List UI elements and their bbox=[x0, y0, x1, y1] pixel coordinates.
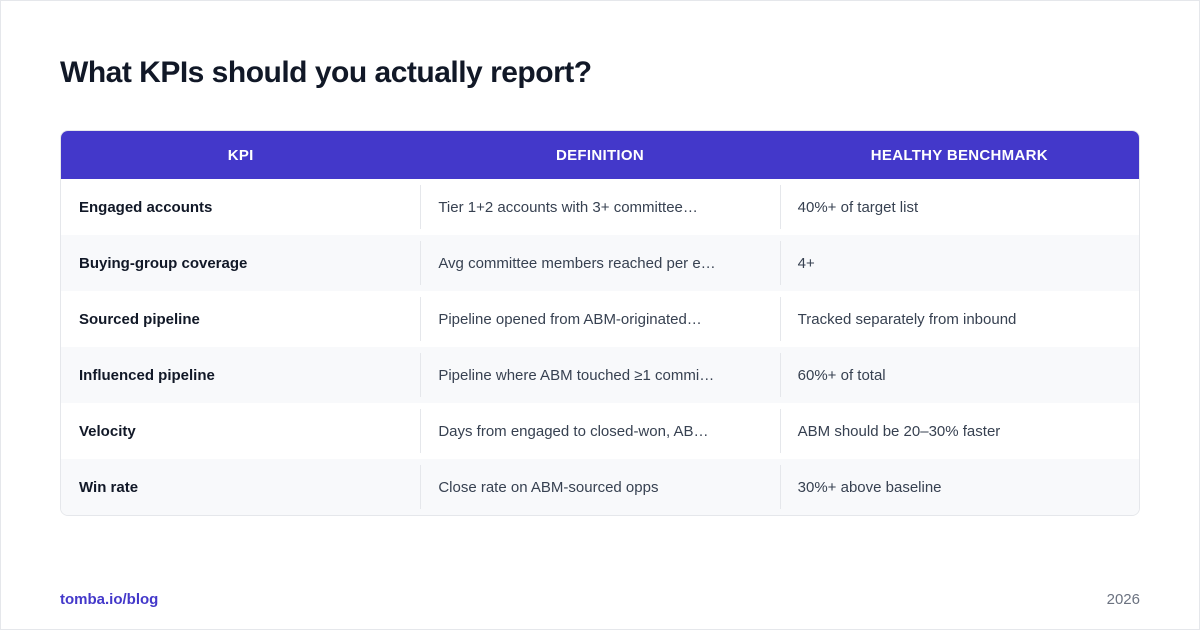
table-row: Influenced pipeline Pipeline where ABM t… bbox=[61, 347, 1139, 403]
table-body: Engaged accounts Tier 1+2 accounts with … bbox=[61, 179, 1139, 515]
benchmark-cell: 40%+ of target list bbox=[779, 179, 1139, 235]
column-header-kpi: KPI bbox=[227, 146, 254, 164]
table-header: KPI DEFINITION HEALTHY BENCHMARK bbox=[61, 131, 1139, 179]
benchmark-cell: Tracked separately from inbound bbox=[779, 291, 1139, 347]
kpi-cell: Win rate bbox=[79, 478, 139, 496]
kpi-cell: Influenced pipeline bbox=[79, 366, 215, 384]
benchmark-cell: 4+ bbox=[779, 235, 1139, 291]
kpi-cell: Buying-group coverage bbox=[79, 254, 248, 272]
kpi-cell: Velocity bbox=[79, 422, 136, 440]
table-row: Buying-group coverage Avg committee memb… bbox=[61, 235, 1139, 291]
page-title: What KPIs should you actually report? bbox=[60, 56, 592, 89]
column-header-definition: DEFINITION bbox=[555, 146, 644, 164]
definition-cell: Avg committee members reached per e… bbox=[420, 235, 779, 291]
table-row: Win rate Close rate on ABM-sourced opps … bbox=[61, 459, 1139, 515]
benchmark-cell: 60%+ of total bbox=[779, 347, 1139, 403]
footer-year: 2026 bbox=[1106, 591, 1140, 608]
table-row: Velocity Days from engaged to closed-won… bbox=[61, 403, 1139, 459]
definition-cell: Days from engaged to closed-won, AB… bbox=[420, 403, 779, 459]
column-header-benchmark: HEALTHY BENCHMARK bbox=[870, 146, 1048, 164]
table-row: Sourced pipeline Pipeline opened from AB… bbox=[61, 291, 1139, 347]
definition-cell: Pipeline opened from ABM-originated… bbox=[420, 291, 779, 347]
blog-link[interactable]: tomba.io/blog bbox=[60, 591, 159, 608]
benchmark-cell: ABM should be 20–30% faster bbox=[779, 403, 1139, 459]
definition-cell: Pipeline where ABM touched ≥1 commi… bbox=[420, 347, 779, 403]
definition-cell: Close rate on ABM-sourced opps bbox=[420, 459, 779, 515]
kpi-cell: Engaged accounts bbox=[79, 198, 213, 216]
table-row: Engaged accounts Tier 1+2 accounts with … bbox=[61, 179, 1139, 235]
kpi-table: KPI DEFINITION HEALTHY BENCHMARK Engaged… bbox=[60, 130, 1140, 516]
definition-cell: Tier 1+2 accounts with 3+ committee… bbox=[420, 179, 779, 235]
kpi-cell: Sourced pipeline bbox=[79, 310, 200, 328]
benchmark-cell: 30%+ above baseline bbox=[779, 459, 1139, 515]
